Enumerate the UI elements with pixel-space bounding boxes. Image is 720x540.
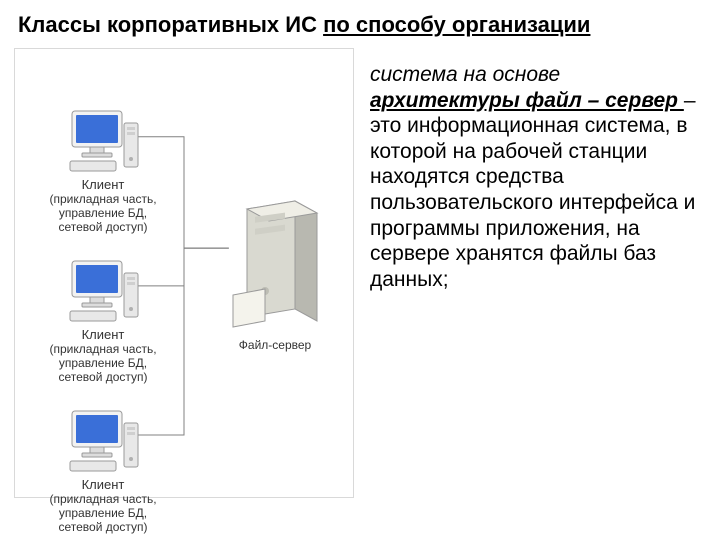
client-computer-icon [66, 109, 140, 173]
title-underlined: по способу организации [323, 12, 590, 37]
file-server-diagram: Клиент(прикладная часть,управление БД,се… [14, 48, 354, 498]
description-text: система на основе архитектуры файл – сер… [370, 62, 704, 292]
client-label: Клиент(прикладная часть,управление БД,се… [33, 178, 173, 234]
file-server-icon [225, 199, 325, 329]
client-2: Клиент(прикладная часть,управление БД,се… [33, 259, 173, 384]
desc-bold-underline: архитектуры файл – сервер [370, 89, 684, 112]
server-label: Файл-сервер [225, 338, 325, 352]
client-computer-icon [66, 259, 140, 323]
desc-italic-lead: система на основе [370, 63, 560, 86]
client-3: Клиент(прикладная часть,управление БД,се… [33, 409, 173, 534]
client-1: Клиент(прикладная часть,управление БД,се… [33, 109, 173, 234]
client-label: Клиент(прикладная часть,управление БД,се… [33, 478, 173, 534]
client-label: Клиент(прикладная часть,управление БД,се… [33, 328, 173, 384]
desc-rest: – это информационная система, в которой … [370, 89, 696, 291]
client-computer-icon [66, 409, 140, 473]
title-plain: Классы корпоративных ИС [18, 12, 323, 37]
page-title: Классы корпоративных ИС по способу орган… [18, 12, 702, 38]
file-server: Файл-сервер [225, 199, 325, 352]
